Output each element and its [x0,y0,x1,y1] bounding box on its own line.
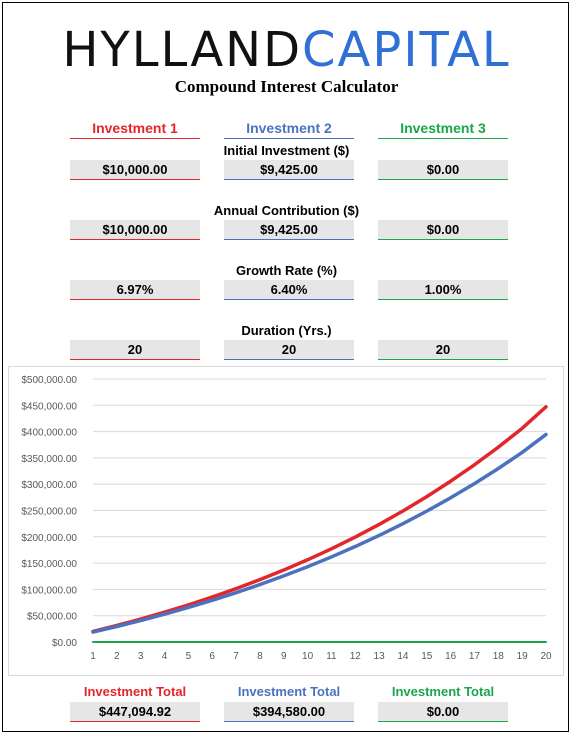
investment-2-initial-input[interactable]: $9,425.00 [224,160,354,180]
x-tick-label: 7 [233,651,239,662]
investment-2-contribution-input[interactable]: $9,425.00 [224,220,354,240]
annual-contribution-label: Annual Contribution ($) [213,203,360,218]
y-tick-label: $400,000.00 [21,428,77,439]
y-tick-label: $0.00 [52,638,77,649]
investment-3-contribution-input[interactable]: $0.00 [378,220,508,240]
series-line-investment-2 [91,432,548,634]
investment-1-contribution-input[interactable]: $10,000.00 [70,220,200,240]
x-tick-label: 14 [397,651,409,662]
investment-1-rate-input[interactable]: 6.97% [70,280,200,300]
investment-2-header: Investment 2 [224,120,354,139]
y-tick-label: $200,000.00 [21,533,77,544]
y-tick-label: $150,000.00 [21,559,77,570]
investment-3-header: Investment 3 [378,120,508,139]
x-tick-label: 19 [517,651,529,662]
investment-2-rate-input[interactable]: 6.40% [224,280,354,300]
investment-3-total-value: $0.00 [378,702,508,722]
logo-part-capital: CAPITAL [302,22,511,78]
investment-3-rate-input[interactable]: 1.00% [378,280,508,300]
investment-2-total-value: $394,580.00 [224,702,354,722]
investment-3-initial-input[interactable]: $0.00 [378,160,508,180]
y-tick-label: $500,000.00 [21,375,77,386]
growth-chart: $0.00 $50,000.00 $100,000.00 $150,000.00 $20… [8,366,564,676]
x-tick-label: 9 [281,651,287,662]
y-tick-label: $450,000.00 [21,401,77,412]
y-tick-label: $50,000.00 [27,612,77,623]
x-tick-label: 18 [493,651,505,662]
growth-chart-svg: $0.00 $50,000.00 $100,000.00 $150,000.00 $20… [21,375,552,662]
investment-2-total-label: Investment Total [237,684,341,699]
investment-1-total-value: $447,094.92 [70,702,200,722]
y-tick-label: $350,000.00 [21,454,77,465]
duration-label: Duration (Yrs.) [241,323,332,338]
investment-1-duration-input[interactable]: 20 [70,340,200,360]
initial-investment-label: Initial Investment ($) [223,143,350,158]
x-tick-label: 4 [162,651,168,662]
y-tick-label: $300,000.00 [21,480,77,491]
x-tick-label: 12 [350,651,362,662]
investment-1-header: Investment 1 [70,120,200,139]
investment-3-total-label: Investment Total [391,684,495,699]
x-tick-label: 1 [90,651,96,662]
y-tick-label: $100,000.00 [21,585,77,596]
investment-3-duration-input[interactable]: 20 [378,340,508,360]
x-tick-label: 15 [421,651,433,662]
investment-1-initial-input[interactable]: $10,000.00 [70,160,200,180]
x-tick-label: 2 [114,651,120,662]
x-tick-label: 5 [186,651,192,662]
investment-2-duration-input[interactable]: 20 [224,340,354,360]
logo-part-hylland: HYLLAND [62,22,303,78]
company-logo: HYLLANDCAPITAL [0,24,573,76]
x-tick-label: 20 [540,651,552,662]
y-tick-label: $250,000.00 [21,507,77,518]
series-line-investment-1 [91,405,548,634]
x-tick-label: 13 [374,651,386,662]
x-tick-label: 3 [138,651,144,662]
page-title: Compound Interest Calculator [174,77,399,96]
investment-1-total-label: Investment Total [83,684,187,699]
x-tick-label: 10 [302,651,314,662]
growth-rate-label: Growth Rate (%) [235,263,338,278]
x-tick-label: 16 [445,651,457,662]
x-tick-label: 11 [326,651,337,662]
x-tick-label: 8 [257,651,263,662]
x-tick-label: 6 [209,651,215,662]
x-tick-label: 17 [469,651,481,662]
